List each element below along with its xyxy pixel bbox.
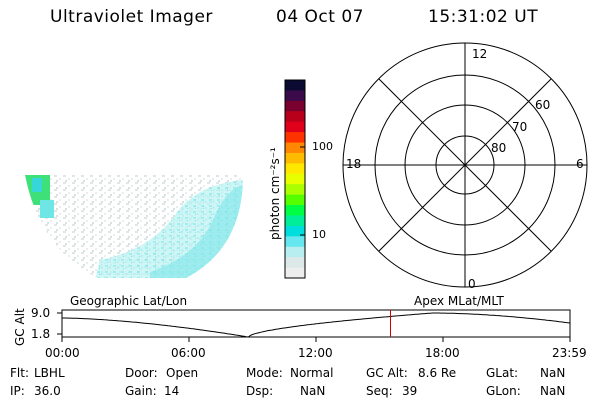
mlt-label-0: 0 [468, 277, 476, 291]
colorbar-segment [285, 80, 305, 92]
colorbar-segment [285, 225, 305, 237]
status-gcalt-label: GC Alt: [366, 366, 408, 380]
colorbar-segment [285, 173, 305, 185]
status-gain-label: Gain: [125, 384, 157, 398]
altitude-ylabel: GC Alt [13, 308, 27, 346]
colorbar-segment [285, 100, 305, 112]
colorbar-segment [285, 257, 305, 269]
observation-time: 15:31:02 UT [428, 7, 539, 27]
status-glon-label: GLon: [486, 384, 521, 398]
mlt-label-6: 6 [576, 157, 584, 171]
status-seq-label: Seq: [366, 384, 393, 398]
altitude-xtick-1200: 12:00 [298, 346, 333, 360]
altitude-ytick-high: 9.0 [31, 306, 51, 320]
altitude-xtick-1800: 18:00 [425, 346, 460, 360]
status-dsp-label: Dsp: [246, 384, 274, 398]
status-ip-value: 36.0 [34, 384, 61, 398]
status-glat-label: GLat: [486, 366, 519, 380]
colorbar-segment [285, 90, 305, 102]
observation-date: 04 Oct 07 [276, 7, 364, 27]
colorbar-tick-10: 10 [312, 228, 326, 241]
status-glat-value: NaN [540, 366, 566, 380]
apex-label: Apex MLat/MLT [414, 294, 504, 308]
colorbar-segment [285, 163, 305, 175]
lat-label-80: 80 [491, 141, 507, 155]
status-flt-label: Flt: [10, 366, 29, 380]
colorbar-segment [285, 194, 305, 206]
colorbar-segment [285, 215, 305, 227]
status-seq-value: 39 [402, 384, 418, 398]
colorbar-segment [285, 184, 305, 196]
status-door-value: Open [166, 366, 199, 380]
altitude-xtick-0600: 06:00 [171, 346, 206, 360]
status-gain-value: 14 [164, 384, 180, 398]
lat-label-70: 70 [512, 120, 528, 134]
altitude-ytick-low: 1.8 [31, 327, 51, 341]
colorbar-segment [285, 111, 305, 123]
lat-label-60: 60 [535, 98, 551, 112]
colorbar-segment [285, 132, 305, 144]
colorbar-segment [285, 121, 305, 133]
colorbar-segment [285, 267, 305, 279]
colorbar-segment [285, 142, 305, 154]
status-dsp-value: NaN [300, 384, 326, 398]
colorbar-segment [285, 205, 305, 217]
status-ip-label: IP: [10, 384, 25, 398]
colorbar-segment [285, 246, 305, 258]
status-gcalt-value: 8.6 Re [418, 366, 457, 380]
status-glon-value: NaN [540, 384, 566, 398]
instrument-title: Ultraviolet Imager [50, 7, 213, 27]
status-flt-value: LBHL [34, 366, 65, 380]
status-mode-value: Normal [290, 366, 334, 380]
status-mode-label: Mode: [246, 366, 283, 380]
altitude-xtick-2359: 23:59 [552, 346, 587, 360]
colorbar-tick-100: 100 [312, 140, 333, 153]
status-door-label: Door: [125, 366, 158, 380]
colorbar-segment [285, 152, 305, 164]
colorbar-segment [285, 236, 305, 248]
geographic-label: Geographic Lat/Lon [70, 294, 188, 308]
mlt-label-12: 12 [472, 47, 488, 61]
altitude-xtick-0000: 00:00 [45, 346, 80, 360]
mlt-label-18: 18 [346, 157, 362, 171]
